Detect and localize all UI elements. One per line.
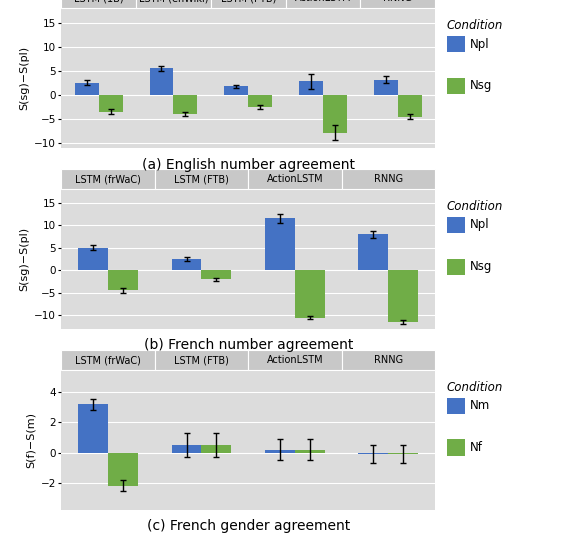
- Bar: [388, 453, 418, 454]
- Bar: [78, 404, 108, 453]
- FancyBboxPatch shape: [286, 0, 360, 8]
- FancyBboxPatch shape: [360, 0, 435, 8]
- Text: LSTM (frWaC): LSTM (frWaC): [75, 355, 141, 365]
- Bar: [173, 95, 197, 114]
- Bar: [99, 95, 123, 112]
- Text: LSTM (PTB): LSTM (PTB): [221, 0, 276, 3]
- Bar: [108, 270, 138, 290]
- Bar: [374, 79, 398, 95]
- Bar: [398, 95, 422, 117]
- Bar: [108, 453, 138, 486]
- Bar: [359, 453, 388, 454]
- FancyBboxPatch shape: [61, 0, 136, 8]
- Text: Nf: Nf: [470, 441, 483, 454]
- FancyBboxPatch shape: [61, 350, 155, 370]
- Bar: [299, 82, 323, 95]
- Bar: [265, 449, 295, 453]
- Text: (a) English number agreement: (a) English number agreement: [142, 157, 354, 172]
- Bar: [265, 218, 295, 270]
- FancyBboxPatch shape: [61, 169, 155, 189]
- Bar: [359, 234, 388, 270]
- Bar: [295, 449, 325, 453]
- FancyBboxPatch shape: [136, 0, 211, 8]
- Bar: [201, 445, 231, 453]
- Text: RNNG: RNNG: [374, 174, 403, 184]
- Bar: [78, 248, 108, 270]
- Text: ActionLSTM: ActionLSTM: [267, 355, 323, 365]
- FancyBboxPatch shape: [248, 350, 342, 370]
- Bar: [150, 68, 173, 95]
- Text: RNNG: RNNG: [374, 355, 403, 365]
- Bar: [172, 259, 201, 270]
- Text: Nm: Nm: [470, 399, 491, 412]
- Text: Condition: Condition: [447, 200, 503, 213]
- Bar: [323, 95, 347, 133]
- Text: Nsg: Nsg: [470, 260, 492, 273]
- Text: Condition: Condition: [447, 19, 503, 32]
- Text: (b) French number agreement: (b) French number agreement: [144, 338, 353, 352]
- Text: ActionLSTM: ActionLSTM: [267, 174, 323, 184]
- Bar: [295, 270, 325, 317]
- FancyBboxPatch shape: [155, 169, 248, 189]
- Text: LSTM (enWiki): LSTM (enWiki): [138, 0, 208, 3]
- Bar: [224, 86, 248, 95]
- Y-axis label: S(sg)−S(pl): S(sg)−S(pl): [20, 227, 30, 291]
- Text: RNNG: RNNG: [383, 0, 412, 3]
- Text: LSTM (1B): LSTM (1B): [74, 0, 123, 3]
- FancyBboxPatch shape: [211, 0, 286, 8]
- Bar: [75, 83, 99, 95]
- Bar: [201, 270, 231, 279]
- Text: LSTM (FTB): LSTM (FTB): [174, 174, 229, 184]
- Text: Nsg: Nsg: [470, 79, 492, 93]
- FancyBboxPatch shape: [248, 169, 342, 189]
- Bar: [248, 95, 272, 107]
- Text: LSTM (frWaC): LSTM (frWaC): [75, 174, 141, 184]
- Text: (c) French gender agreement: (c) French gender agreement: [147, 519, 350, 533]
- Y-axis label: S(f)−S(m): S(f)−S(m): [26, 412, 36, 468]
- Text: Condition: Condition: [447, 381, 503, 394]
- FancyBboxPatch shape: [342, 350, 435, 370]
- Text: Npl: Npl: [470, 38, 490, 50]
- Bar: [172, 445, 201, 453]
- FancyBboxPatch shape: [342, 169, 435, 189]
- FancyBboxPatch shape: [155, 350, 248, 370]
- Text: LSTM (FTB): LSTM (FTB): [174, 355, 229, 365]
- Text: ActionLSTM: ActionLSTM: [295, 0, 351, 3]
- Bar: [388, 270, 418, 322]
- Text: Npl: Npl: [470, 219, 490, 231]
- Y-axis label: S(sg)−S(pl): S(sg)−S(pl): [20, 46, 30, 110]
